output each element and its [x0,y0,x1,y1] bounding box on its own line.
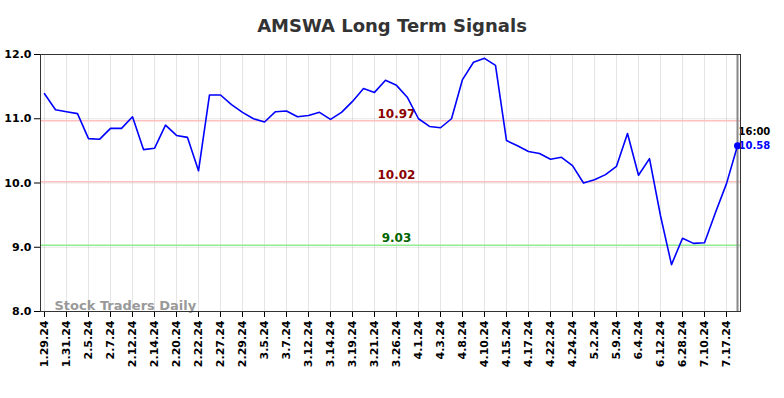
svg-text:1.29.24: 1.29.24 [38,320,51,367]
svg-text:3.21.24: 3.21.24 [368,320,381,367]
svg-text:16:00: 16:00 [739,126,771,137]
svg-text:2.14.24: 2.14.24 [148,320,161,367]
svg-text:9.03: 9.03 [382,231,412,245]
svg-text:5.2.24: 5.2.24 [588,320,601,359]
svg-text:3.12.24: 3.12.24 [302,320,315,367]
svg-text:9.0: 9.0 [12,241,32,254]
svg-text:4.8.24: 4.8.24 [456,320,469,359]
svg-text:2.7.24: 2.7.24 [104,320,117,359]
svg-text:6.4.24: 6.4.24 [632,320,645,359]
svg-text:3.5.24: 3.5.24 [258,320,271,359]
svg-text:1.31.24: 1.31.24 [60,320,73,367]
html-text:AMSWA Long Term Signals: AMSWA Long Term Signals [257,15,527,36]
svg-text:10.97: 10.97 [378,107,416,121]
svg-text:4.3.24: 4.3.24 [434,320,447,359]
svg-text:2.22.24: 2.22.24 [192,320,205,367]
svg-text:3.14.24: 3.14.24 [324,320,337,367]
svg-text:10.0: 10.0 [4,177,31,190]
svg-text:2.29.24: 2.29.24 [236,320,249,367]
svg-text:4.24.24: 4.24.24 [566,320,579,367]
svg-text:4.22.24: 4.22.24 [544,320,557,367]
svg-text:7.17.24: 7.17.24 [720,320,733,367]
svg-text:4.10.24: 4.10.24 [478,320,491,367]
svg-text:3.26.24: 3.26.24 [390,320,403,367]
svg-text:6.12.24: 6.12.24 [654,320,667,367]
svg-text:3.19.24: 3.19.24 [346,320,359,367]
svg-text:12.0: 12.0 [4,48,31,61]
svg-text:10.02: 10.02 [378,168,416,182]
svg-text:4.1.24: 4.1.24 [412,320,425,359]
svg-text:2.20.24: 2.20.24 [170,320,183,367]
svg-text:8.0: 8.0 [12,305,32,318]
svg-text:Stock Traders Daily: Stock Traders Daily [55,298,197,313]
svg-text:6.28.24: 6.28.24 [676,320,689,367]
svg-text:7.10.24: 7.10.24 [698,320,711,367]
svg-text:4.15.24: 4.15.24 [500,320,513,367]
svg-text:5.9.24: 5.9.24 [610,320,623,359]
svg-text:3.7.24: 3.7.24 [280,320,293,359]
svg-text:2.27.24: 2.27.24 [214,320,227,367]
svg-text:11.0: 11.0 [4,112,31,125]
svg-text:4.17.24: 4.17.24 [522,320,535,367]
svg-text:2.12.24: 2.12.24 [126,320,139,367]
svg-text:10.58: 10.58 [739,140,771,151]
svg-text:2.5.24: 2.5.24 [82,320,95,359]
